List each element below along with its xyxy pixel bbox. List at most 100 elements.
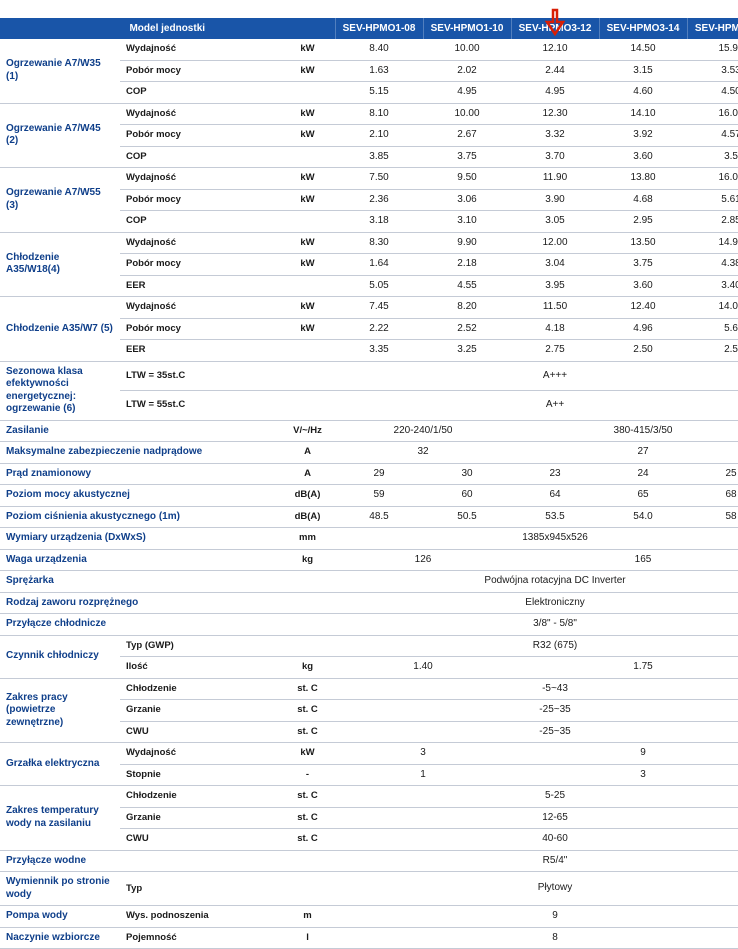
unit-cell (280, 82, 335, 104)
row-sublabel: Wydajność (120, 39, 280, 60)
data-cell: 12.10 (511, 39, 599, 60)
unit-cell: kW (280, 232, 335, 254)
data-cell: 2.75 (511, 340, 599, 362)
table-row: Naczynie wzbiorczePojemnośćl8 (0, 927, 738, 949)
unit-cell: st. C (280, 678, 335, 700)
unit-cell (280, 592, 335, 614)
table-row: Ogrzewanie A7/W45 (2)WydajnośćkW8.1010.0… (0, 103, 738, 125)
unit-cell: st. C (280, 700, 335, 722)
data-cell: 2.22 (335, 318, 423, 340)
section-label: Rodzaj zaworu rozprężnego (0, 592, 280, 614)
data-cell: 5.61 (687, 189, 738, 211)
unit-cell: kW (280, 125, 335, 147)
data-span: 165 (511, 549, 738, 571)
unit-cell: kW (280, 39, 335, 60)
unit-cell: st. C (280, 829, 335, 851)
data-cell: 3.75 (423, 146, 511, 168)
unit-cell: kW (280, 168, 335, 190)
unit-cell (280, 275, 335, 297)
unit-cell (280, 872, 335, 906)
data-span: Płytowy (335, 872, 738, 906)
data-cell: 4.68 (599, 189, 687, 211)
row-sublabel: Wydajność (120, 232, 280, 254)
data-span: 3 (335, 743, 511, 765)
unit-cell: kW (280, 60, 335, 82)
data-cell: 8.10 (335, 103, 423, 125)
header-model: SEV-HPMO1-08 (335, 18, 423, 39)
data-cell: 15.90 (687, 39, 738, 60)
data-cell: 4.38 (687, 254, 738, 276)
data-cell: 16.00 (687, 103, 738, 125)
header-label: Model jednostki (0, 18, 335, 39)
row-sublabel: Wydajność (120, 168, 280, 190)
section-label: Zasilanie (0, 420, 280, 442)
data-cell: 24 (599, 463, 687, 485)
row-sublabel: Chłodzenie (120, 786, 280, 808)
data-cell: 4.96 (599, 318, 687, 340)
data-cell: 3.10 (423, 211, 511, 233)
data-span: 1.40 (335, 657, 511, 679)
highlight-arrow (543, 8, 567, 36)
row-sublabel: Chłodzenie (120, 678, 280, 700)
data-cell: 14.00 (687, 297, 738, 319)
header-model: SEV-HPMO1-10 (423, 18, 511, 39)
data-cell: 4.95 (511, 82, 599, 104)
unit-cell (280, 850, 335, 872)
unit-cell: m (280, 906, 335, 928)
data-cell: 3.40 (687, 275, 738, 297)
unit-cell: mm (280, 528, 335, 550)
section-label: Chłodzenie A35/W18(4) (0, 232, 120, 297)
unit-cell (280, 635, 335, 657)
data-cell: 8.30 (335, 232, 423, 254)
data-cell: 3.04 (511, 254, 599, 276)
row-sublabel: Pobór mocy (120, 60, 280, 82)
data-cell: 50.5 (423, 506, 511, 528)
data-cell: 14.10 (599, 103, 687, 125)
section-label: Poziom mocy akustycznej (0, 485, 280, 507)
table-row: Pompa wodyWys. podnoszeniam9 (0, 906, 738, 928)
data-span: 32 (335, 442, 511, 464)
section-label: Prąd znamionowy (0, 463, 280, 485)
row-sublabel: Ilość (120, 657, 280, 679)
data-span: 9 (335, 906, 738, 928)
data-cell: 2.10 (335, 125, 423, 147)
section-label: Ogrzewanie A7/W45 (2) (0, 103, 120, 168)
data-span: 9 (511, 743, 738, 765)
data-span: -25~35 (335, 721, 738, 743)
row-sublabel: Pobór mocy (120, 125, 280, 147)
unit-cell: dB(A) (280, 506, 335, 528)
table-row: Wymiennik po stronie wodyTypPłytowy (0, 872, 738, 906)
data-span: 380-415/3/50 (511, 420, 738, 442)
data-cell: 4.95 (423, 82, 511, 104)
section-label: Maksymalne zabezpieczenie nadprądowe (0, 442, 280, 464)
data-cell: 11.90 (511, 168, 599, 190)
row-sublabel: Typ (GWP) (120, 635, 280, 657)
section-label: Zakres pracy (powietrze zewnętrzne) (0, 678, 120, 743)
data-cell: 10.00 (423, 39, 511, 60)
row-sublabel: Grzanie (120, 700, 280, 722)
data-cell: 3.60 (599, 275, 687, 297)
unit-cell: - (280, 764, 335, 786)
row-sublabel: Wydajność (120, 297, 280, 319)
data-cell: 4.57 (687, 125, 738, 147)
section-label: Pompa wody (0, 906, 120, 928)
data-cell: 5.05 (335, 275, 423, 297)
table-row: Rodzaj zaworu rozprężnegoElektroniczny (0, 592, 738, 614)
data-cell: 60 (423, 485, 511, 507)
data-span: -5~43 (335, 678, 738, 700)
data-span: 12-65 (335, 807, 738, 829)
table-row: Sezonowa klasa efektywności energetyczne… (0, 361, 738, 391)
row-sublabel: EER (120, 340, 280, 362)
section-label: Poziom ciśnienia akustycznego (1m) (0, 506, 280, 528)
section-label: Wymiennik po stronie wody (0, 872, 120, 906)
table-row: ZasilanieV/~/Hz220-240/1/50380-415/3/50 (0, 420, 738, 442)
row-sublabel: Wydajność (120, 103, 280, 125)
unit-cell (280, 361, 335, 391)
data-cell: 14.50 (599, 39, 687, 60)
section-label: Naczynie wzbiorcze (0, 927, 120, 949)
spec-table: Model jednostki SEV-HPMO1-08 SEV-HPMO1-1… (0, 18, 738, 949)
data-cell: 3.53 (687, 60, 738, 82)
data-cell: 4.50 (687, 82, 738, 104)
data-cell: 3.15 (599, 60, 687, 82)
table-row: Zakres pracy (powietrze zewnętrzne)Chłod… (0, 678, 738, 700)
